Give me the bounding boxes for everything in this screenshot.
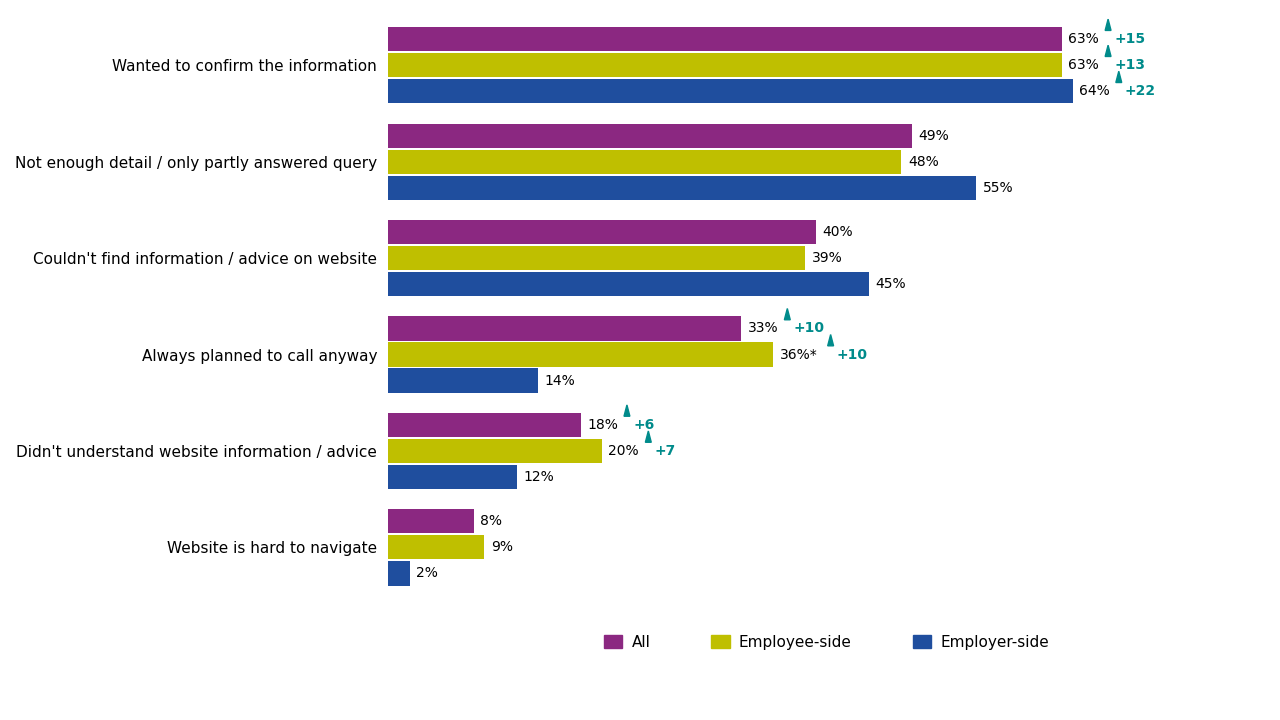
Bar [388,53,1062,77]
Polygon shape [785,308,790,320]
Text: 9%: 9% [492,541,513,554]
Text: +10: +10 [837,348,868,361]
Bar [388,439,602,463]
Text: 36%*: 36%* [780,348,818,361]
Polygon shape [645,431,652,442]
Text: 2%: 2% [416,567,438,580]
Bar [388,246,805,270]
Polygon shape [625,405,630,416]
Text: +10: +10 [794,321,824,336]
Bar [388,150,901,174]
Bar [388,343,773,366]
Text: 14%: 14% [544,374,575,387]
Text: 20%: 20% [608,444,639,458]
Bar [388,272,869,296]
Text: 49%: 49% [919,129,950,143]
Legend: All, Employee-side, Employer-side: All, Employee-side, Employer-side [598,629,1055,656]
Bar [388,465,517,489]
Text: +22: +22 [1125,84,1156,98]
Text: 12%: 12% [524,470,554,484]
Text: +15: +15 [1114,32,1146,46]
Bar [388,27,1062,51]
Text: 45%: 45% [876,277,906,291]
Polygon shape [1105,45,1111,56]
Text: +6: +6 [634,418,654,432]
Text: 55%: 55% [983,181,1014,194]
Bar [388,509,474,534]
Text: 64%: 64% [1079,84,1110,98]
Text: 63%: 63% [1069,58,1100,72]
Text: 63%: 63% [1069,32,1100,46]
Text: 8%: 8% [480,514,502,528]
Bar [388,562,410,585]
Bar [388,413,581,437]
Text: 48%: 48% [908,155,938,168]
Bar [388,176,977,199]
Bar [388,536,484,559]
Polygon shape [1105,19,1111,30]
Bar [388,124,913,148]
Text: 39%: 39% [812,251,842,265]
Polygon shape [828,335,833,346]
Text: 33%: 33% [748,321,778,336]
Bar [388,220,815,244]
Bar [388,316,741,341]
Text: 18%: 18% [588,418,618,432]
Polygon shape [1116,71,1121,83]
Text: +7: +7 [654,444,676,458]
Bar [388,79,1073,103]
Text: +13: +13 [1114,58,1146,72]
Text: 40%: 40% [822,225,852,239]
Bar [388,369,538,392]
